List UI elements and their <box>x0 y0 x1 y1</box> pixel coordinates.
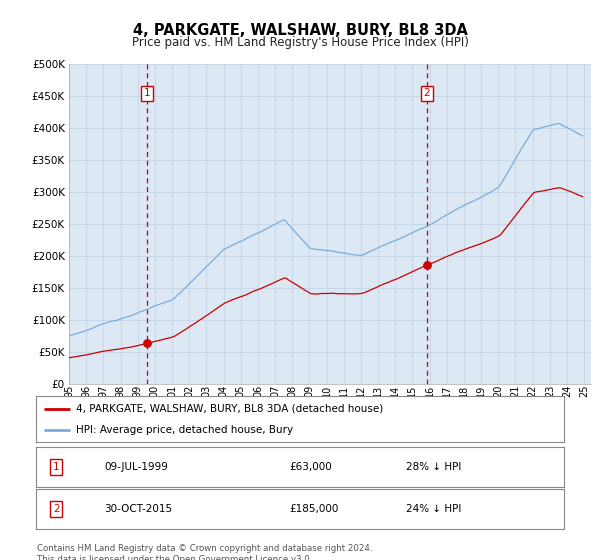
Text: 4, PARKGATE, WALSHAW, BURY, BL8 3DA (detached house): 4, PARKGATE, WALSHAW, BURY, BL8 3DA (det… <box>76 404 383 414</box>
Text: 09-JUL-1999: 09-JUL-1999 <box>104 462 169 472</box>
Text: 1: 1 <box>53 462 59 472</box>
Text: Contains HM Land Registry data © Crown copyright and database right 2024.
This d: Contains HM Land Registry data © Crown c… <box>37 544 373 560</box>
Text: 24% ↓ HPI: 24% ↓ HPI <box>406 504 461 514</box>
Text: 2: 2 <box>424 88 430 98</box>
Text: 2: 2 <box>53 504 59 514</box>
Text: £63,000: £63,000 <box>289 462 332 472</box>
Text: 28% ↓ HPI: 28% ↓ HPI <box>406 462 461 472</box>
Point <box>142 339 152 348</box>
Text: 4, PARKGATE, WALSHAW, BURY, BL8 3DA: 4, PARKGATE, WALSHAW, BURY, BL8 3DA <box>133 24 467 38</box>
Text: Price paid vs. HM Land Registry's House Price Index (HPI): Price paid vs. HM Land Registry's House … <box>131 36 469 49</box>
Point <box>422 261 431 270</box>
Text: £185,000: £185,000 <box>289 504 339 514</box>
Text: 1: 1 <box>143 88 150 98</box>
Text: HPI: Average price, detached house, Bury: HPI: Average price, detached house, Bury <box>76 425 293 435</box>
Text: 30-OCT-2015: 30-OCT-2015 <box>104 504 173 514</box>
